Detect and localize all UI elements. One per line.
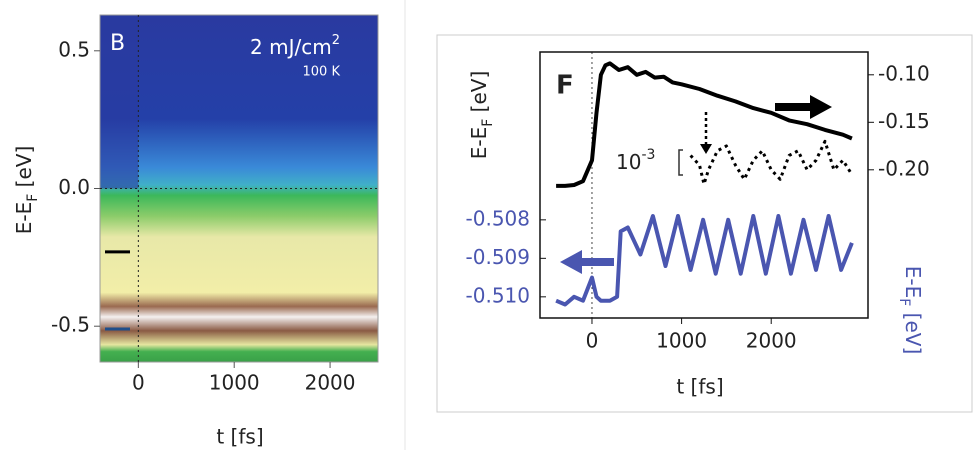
y-tick-label: -0.510 <box>466 283 530 307</box>
y2-tick-label: -0.15 <box>878 109 930 133</box>
label-main: E-E <box>467 127 491 160</box>
scale-base: 10 <box>616 150 641 174</box>
x-axis-label: t [fs] <box>676 375 723 399</box>
axis-label: E-EF [eV] <box>12 146 42 235</box>
pre-zero-region <box>100 15 139 189</box>
x-axis-label: t [fs] <box>216 425 263 449</box>
panel-label: F <box>556 71 574 101</box>
scale-sup: -3 <box>641 147 655 163</box>
scale-note: 10-3 <box>616 147 655 174</box>
label-sub: F <box>25 194 41 202</box>
y-tick-label: -0.509 <box>466 245 530 269</box>
y2-tick-label: -0.10 <box>878 61 930 85</box>
label-sub: F <box>896 298 912 306</box>
x-tick-label: 1000 <box>209 371 260 395</box>
annotation-text: 2 mJ/cm <box>250 35 332 59</box>
annotation-sup: 2 <box>332 33 340 48</box>
plot-frame <box>539 51 869 319</box>
label-sub: F <box>480 119 496 127</box>
x-tick-label: 2000 <box>305 371 356 395</box>
y-tick-label: -0.5 <box>51 313 90 337</box>
bracket <box>678 149 683 176</box>
x-tick-label: 1000 <box>656 329 707 353</box>
annotation: 100 K <box>303 65 341 80</box>
label-main: E-E <box>12 202 36 235</box>
label-unit: [eV] <box>12 146 36 194</box>
axis-label: E-EF [eV] <box>896 266 926 355</box>
data-line <box>555 214 854 307</box>
x-tick-label: 0 <box>586 329 599 353</box>
y-tick-label: 0.0 <box>58 175 90 199</box>
y-tick-label: -0.508 <box>466 206 530 230</box>
y-tick-label: 0.5 <box>58 37 90 61</box>
data-line <box>689 139 854 186</box>
x-tick-label: 0 <box>132 371 145 395</box>
label-unit: [eV] <box>467 71 491 119</box>
y2-tick-label: -0.20 <box>878 156 930 180</box>
annotation: 2 mJ/cm2 <box>250 33 340 59</box>
x-tick-label: 2000 <box>746 329 797 353</box>
panel-label: B <box>110 31 125 56</box>
label-unit: [eV] <box>902 306 926 354</box>
label-main: E-E <box>902 266 926 299</box>
data-line <box>556 61 853 188</box>
axis-label: E-EF [eV] <box>467 71 497 160</box>
pointer-head <box>700 144 712 154</box>
left-arrow <box>560 250 614 274</box>
right-arrow <box>775 95 832 119</box>
